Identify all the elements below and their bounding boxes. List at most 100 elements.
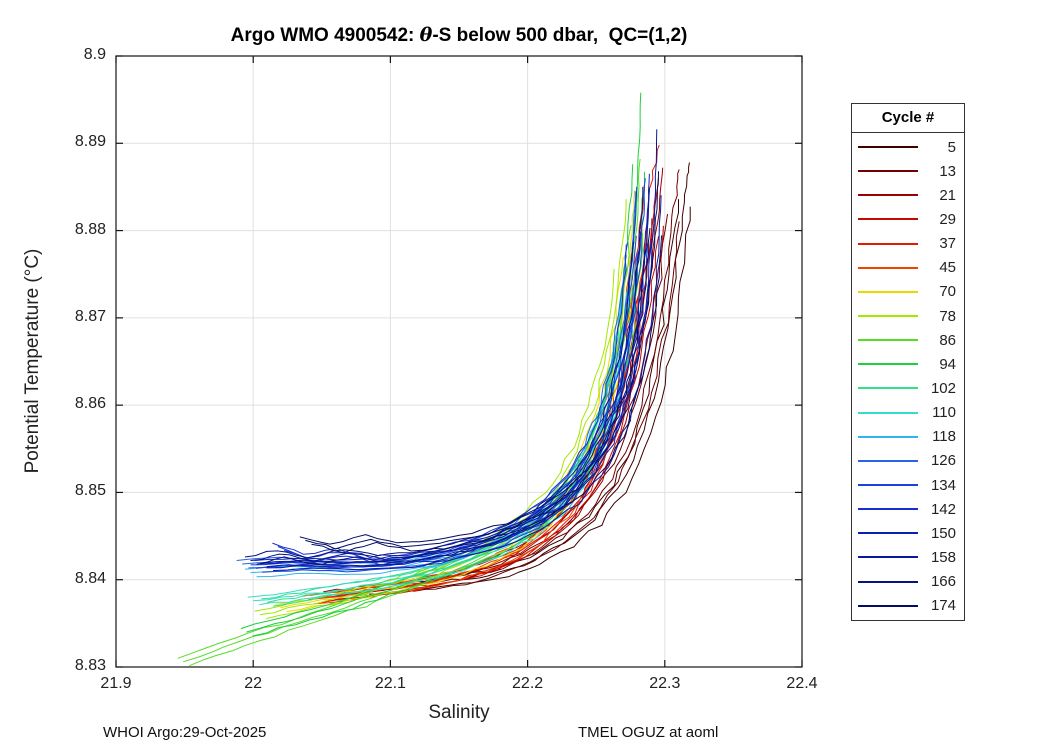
series-cycle-150	[260, 173, 650, 565]
series-cycle-142	[277, 186, 638, 561]
legend-cycle-number: 78	[939, 307, 956, 325]
series-cycle-150	[266, 238, 653, 569]
series-cycle-166	[250, 186, 644, 562]
legend-row-cycle-45: 45	[852, 257, 964, 279]
x-tick-label-22.3: 22.3	[649, 675, 681, 692]
legend-line-swatch	[858, 146, 918, 149]
legend-row-cycle-110: 110	[852, 402, 964, 424]
legend-line-swatch	[858, 411, 918, 414]
legend-line-swatch	[858, 604, 918, 607]
legend-line-swatch	[858, 532, 918, 535]
series-cycle-158	[273, 195, 662, 571]
legend-cycle-number: 94	[939, 355, 956, 373]
x-tick-label-22: 22	[244, 675, 263, 692]
y-tick-label-8.84: 8.84	[74, 569, 106, 587]
legend-row-cycle-13: 13	[852, 160, 964, 182]
series-cycle-118	[250, 209, 636, 574]
legend-box: Cycle # 5 13 21 29 37 45 70 78 86 94 102 110 118 126 1…	[851, 103, 965, 621]
series-cycle-166	[256, 249, 646, 565]
y-tick-label-8.86: 8.86	[74, 395, 106, 413]
x-axis-label: Salinity	[428, 702, 490, 723]
y-tick-label-8.89: 8.89	[74, 133, 106, 151]
plot-title: Argo WMO 4900542: θ-S below 500 dbar, QC…	[116, 24, 802, 47]
legend-row-cycle-29: 29	[852, 208, 964, 230]
legend-line-swatch	[858, 194, 918, 197]
x-tick-label-22.2: 22.2	[512, 675, 544, 692]
y-tick-label-8.88: 8.88	[74, 220, 106, 238]
legend-row-cycle-174: 174	[852, 595, 964, 617]
legend-row-cycle-86: 86	[852, 329, 964, 351]
series-cycle-13	[357, 213, 668, 588]
series-cycle-142	[272, 242, 628, 559]
legend-cycle-number: 126	[930, 452, 956, 470]
footer-credit-text: TMEL OGUZ at aoml	[578, 724, 719, 741]
legend-cycle-number: 158	[930, 548, 956, 566]
series-cycle-142	[283, 250, 640, 566]
legend-cycle-number: 142	[930, 500, 956, 518]
legend-row-cycle-94: 94	[852, 353, 964, 375]
legend-line-swatch	[858, 435, 918, 438]
legend-row-cycle-78: 78	[852, 305, 964, 327]
legend-cycle-number: 110	[932, 404, 956, 422]
legend-line-swatch	[858, 580, 918, 583]
legend-row-cycle-126: 126	[852, 450, 964, 472]
series-cycle-37	[309, 185, 645, 596]
legend-row-cycle-102: 102	[852, 377, 964, 399]
legend-title: Cycle #	[852, 104, 964, 133]
legend-row-cycle-150: 150	[852, 522, 964, 544]
legend-line-swatch	[858, 556, 918, 559]
title-prefix: Argo WMO 4900542:	[230, 25, 420, 46]
y-tick-label-8.87: 8.87	[74, 307, 106, 325]
legend-line-swatch	[858, 170, 918, 173]
legend-cycle-number: 21	[939, 186, 956, 204]
series-cycle-158	[266, 129, 658, 568]
legend-line-swatch	[858, 508, 918, 511]
series-cycle-166	[244, 241, 635, 559]
legend-cycle-number: 70	[939, 283, 956, 301]
legend-cycle-number: 5	[947, 138, 956, 156]
legend-cycle-number: 174	[930, 597, 956, 615]
title-suffix: -S below 500 dbar, QC=(1,2)	[432, 25, 688, 46]
x-tick-label-21.9: 21.9	[100, 675, 132, 692]
x-tick-label-22.4: 22.4	[786, 675, 818, 692]
legend-line-swatch	[858, 363, 918, 366]
series-cycle-134	[262, 243, 649, 573]
title-theta-symbol: θ	[419, 24, 433, 46]
legend-line-swatch	[858, 218, 918, 221]
series-cycle-5	[397, 162, 690, 588]
series-cycle-174	[305, 171, 659, 550]
legend-cycle-number: 13	[939, 162, 956, 180]
x-tick-label-22.1: 22.1	[374, 675, 406, 692]
series-cycle-158	[261, 187, 650, 564]
series-cycle-134	[255, 178, 646, 569]
legend-cycle-number: 118	[932, 428, 956, 446]
legend-cycle-number: 37	[939, 235, 956, 253]
footer-source-text: WHOI Argo:29-Oct-2025	[103, 724, 267, 741]
series-cycle-86	[177, 225, 632, 659]
axes-box	[115, 55, 803, 668]
legend-line-swatch	[858, 266, 918, 269]
legend-row-cycle-166: 166	[852, 571, 964, 593]
legend-cycle-number: 134	[930, 476, 956, 494]
legend-line-swatch	[858, 387, 918, 390]
series-cycle-174	[311, 235, 663, 554]
legend-row-cycle-70: 70	[852, 281, 964, 303]
series-cycle-174	[299, 227, 651, 545]
series-cycle-102	[266, 185, 638, 603]
legend-line-swatch	[858, 484, 918, 487]
gridlines	[116, 56, 802, 667]
y-tick-label-8.9: 8.9	[83, 46, 106, 63]
legend-row-cycle-142: 142	[852, 498, 964, 520]
legend-cycle-number: 102	[930, 379, 956, 397]
series-cycle-13	[369, 221, 680, 595]
legend-row-cycle-118: 118	[852, 426, 964, 448]
legend-line-swatch	[858, 290, 918, 293]
data-series-group	[177, 92, 691, 667]
legend-line-swatch	[858, 459, 918, 462]
legend-cycle-number: 166	[930, 573, 956, 591]
legend-rows: 5 13 21 29 37 45 70 78 86 94 102 110 118 126 134 142 150…	[852, 133, 964, 620]
legend-row-cycle-158: 158	[852, 546, 964, 568]
legend-line-swatch	[858, 242, 918, 245]
